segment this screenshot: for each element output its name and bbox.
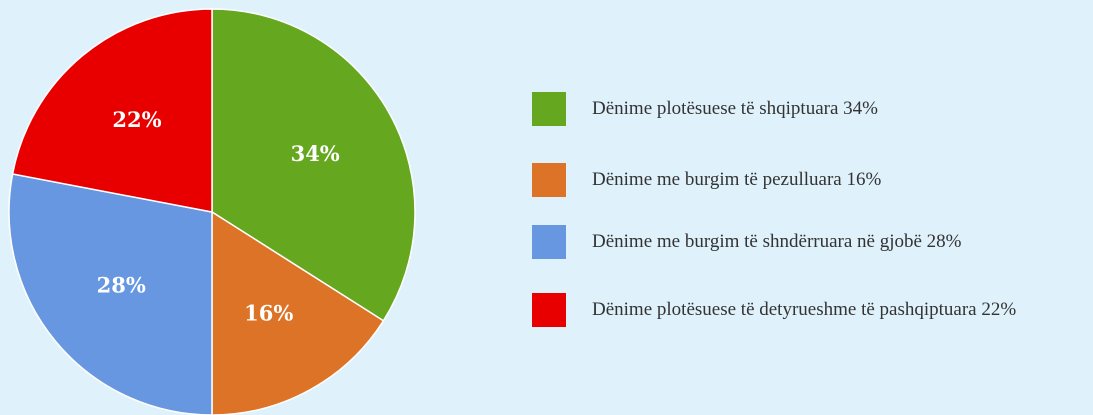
pie-slice <box>211 8 416 322</box>
legend-swatch <box>532 163 566 197</box>
legend-entry: Dënime plotësuese të shqiptuara 34% <box>532 92 1087 126</box>
chart: 34% 16% 28% 22% <box>8 8 416 415</box>
legend-label: Dënime me burgim të shndërruara në gjobë… <box>592 231 962 252</box>
legend-swatch <box>532 92 566 126</box>
slice-label: 34% <box>291 141 340 166</box>
legend-swatch <box>532 293 566 327</box>
slice-label: 22% <box>112 107 161 132</box>
legend-entry: Dënime me burgim të shndërruara në gjobë… <box>532 225 1087 259</box>
legend-entry: Dënime plotësuese të detyrueshme të pash… <box>532 293 1087 327</box>
legend-entry: Dënime me burgim të pezulluara 16% <box>532 163 1087 197</box>
slice-label: 28% <box>97 273 146 298</box>
legend-label: Dënime plotësuese të detyrueshme të pash… <box>592 299 1017 320</box>
legend-swatch <box>532 225 566 259</box>
pie-slice <box>11 8 213 213</box>
legend-label: Dënime plotësuese të shqiptuara 34% <box>592 98 878 119</box>
slice-label: 16% <box>244 301 293 326</box>
pie-slice <box>8 173 213 415</box>
pie-slice <box>211 210 385 415</box>
legend-label: Dënime me burgim të pezulluara 16% <box>592 169 882 190</box>
